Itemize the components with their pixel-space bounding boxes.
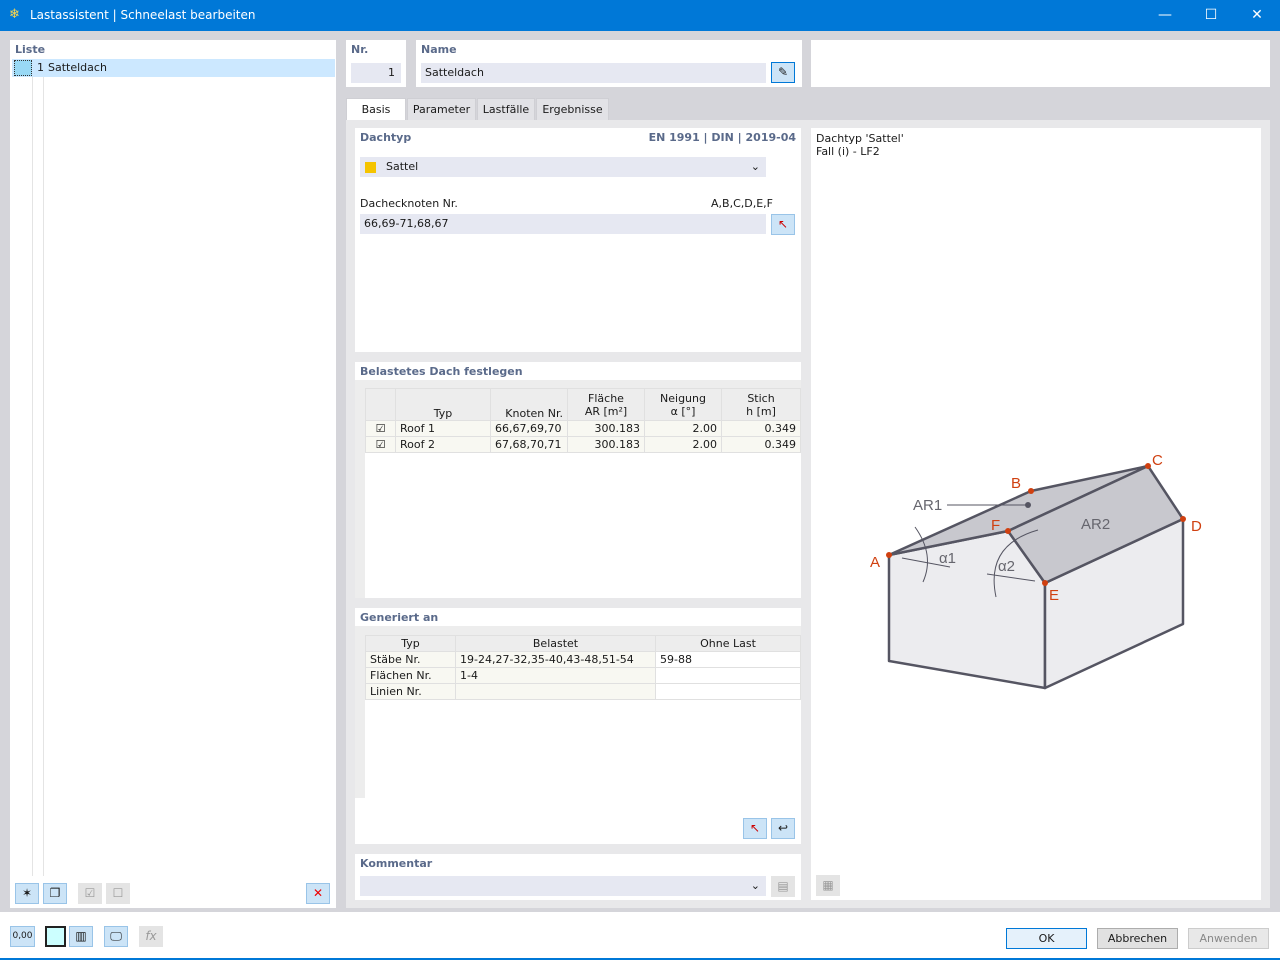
svg-text:A: A [870,554,880,571]
title-bar: ❄ Lastassistent | Schneelast bearbeiten … [0,0,1280,31]
formula-icon[interactable]: fx [139,926,163,947]
view-icon[interactable]: 🖵 [104,926,128,947]
reset-icon[interactable]: ↩ [771,818,795,839]
new-item-button[interactable]: ✶ [15,883,39,904]
nr-box: Nr. 1 [346,40,406,87]
svg-text:AR1: AR1 [913,497,942,514]
check-all-button[interactable]: ☑ [78,883,102,904]
table-row: Stäbe Nr. 19-24,27-32,35-40,43-48,51-54 59… [365,651,801,668]
pick-nodes-icon[interactable]: ↖ [771,214,795,235]
minimize-button[interactable]: — [1158,7,1172,23]
nodes-input[interactable]: 66,69-71,68,67 [360,214,766,234]
display-settings-icon[interactable]: ▥ [69,926,93,947]
edit-name-icon[interactable]: ✎ [771,62,795,83]
color-swatch [365,162,376,173]
chevron-down-icon: ⌄ [750,160,760,173]
tab-ergebnisse[interactable]: Ergebnisse [536,98,609,120]
list-header: Liste [15,43,46,56]
close-button[interactable]: ✕ [1251,7,1263,23]
belastet-section: Belastetes Dach festlegen Typ Knoten Nr.… [355,362,801,598]
copy-item-button[interactable]: ❐ [43,883,67,904]
snow-load-icon: ❄ [9,7,20,22]
check-toggle-button[interactable]: ☐ [106,883,130,904]
units-icon[interactable]: 0,00 [10,926,35,947]
svg-text:F: F [991,517,1000,534]
delete-button[interactable]: ✕ [306,883,330,904]
preview-options-icon[interactable]: ▦ [816,875,840,896]
cancel-button[interactable]: Abbrechen [1097,928,1178,949]
svg-text:B: B [1011,475,1021,492]
norm-label: EN 1991 | DIN | 2019-04 [648,131,796,144]
generiert-section: Generiert an Typ Belastet Ohne Last Stäbe … [355,608,801,844]
apply-button[interactable]: Anwenden [1188,928,1269,949]
tab-lastfaelle[interactable]: Lastfälle [477,98,535,120]
info-box [811,40,1270,87]
name-box: Name Satteldach ✎ [416,40,802,87]
kommentar-input[interactable]: ⌄ [360,876,766,896]
nodes-hint: A,B,C,D,E,F [711,197,773,210]
dachtyp-select[interactable]: Sattel ⌄ [360,157,766,177]
color-swatch [14,60,32,76]
pick-objects-icon[interactable]: ↖ [743,818,767,839]
generiert-table: Typ Belastet Ohne Last Stäbe Nr. 19-24,27-3… [365,635,801,700]
list-item[interactable]: 1 Satteldach [12,59,335,77]
ok-button[interactable]: OK [1006,928,1087,949]
table-row: Flächen Nr. 1-4 [365,667,801,684]
table-row[interactable]: ☑ Roof 1 66,67,69,70 300.183 2.00 0.349 [365,420,801,437]
svg-text:AR2: AR2 [1081,516,1110,533]
svg-text:D: D [1191,518,1202,535]
tab-parameter[interactable]: Parameter [407,98,476,120]
svg-text:α2: α2 [998,558,1015,575]
svg-text:E: E [1049,587,1059,604]
maximize-button[interactable]: ☐ [1204,7,1218,23]
kommentar-section: Kommentar ⌄ ▤ [355,854,801,900]
tab-basis[interactable]: Basis [346,98,406,120]
nr-field[interactable]: 1 [351,63,401,83]
dachtyp-section: Dachtyp EN 1991 | DIN | 2019-04 Sattel ⌄… [355,128,801,352]
table-row[interactable]: ☑ Roof 2 67,68,70,71 300.183 2.00 0.349 [365,436,801,453]
belastet-table: Typ Knoten Nr. Fläche AR [m²] Neigung α [°… [365,388,801,453]
bottom-bar: 0,00 ▥ 🖵 fx OK Abbrechen Anwenden [0,912,1280,960]
window-title: Lastassistent | Schneelast bearbeiten [30,8,256,22]
svg-text:C: C [1152,452,1163,469]
name-input[interactable]: Satteldach [421,63,766,83]
svg-text:α1: α1 [939,550,956,567]
color-button[interactable] [45,926,66,947]
comment-library-icon[interactable]: ▤ [771,876,795,897]
chevron-down-icon: ⌄ [750,879,760,892]
table-row: Linien Nr. [365,683,801,700]
list-panel: Liste 1 Satteldach ✶ ❐ ☑ ☐ ✕ [10,40,336,908]
